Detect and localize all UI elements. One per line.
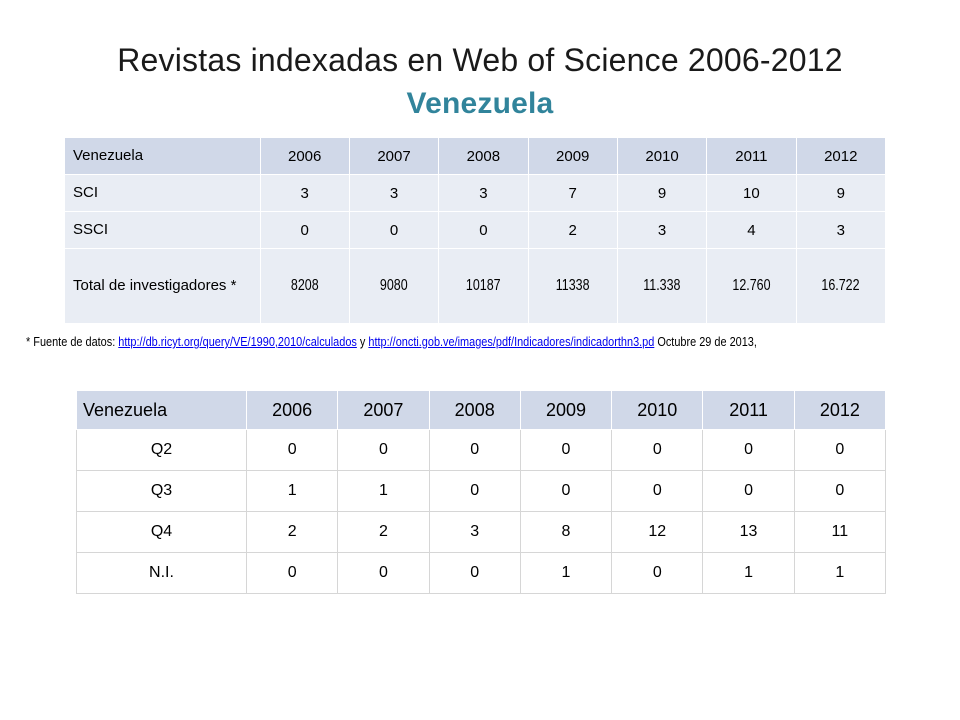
header-cell: 2007 bbox=[349, 138, 440, 175]
row-label: Q4 bbox=[76, 511, 247, 553]
table-cell: 8208 bbox=[260, 248, 350, 324]
row-label: SCI bbox=[65, 174, 261, 212]
table-cell: 10 bbox=[706, 174, 797, 212]
header-cell: 2007 bbox=[337, 390, 430, 430]
table-cell: 3 bbox=[428, 511, 521, 553]
header-cell: 2012 bbox=[796, 138, 887, 175]
table-row: Q3 1 1 0 0 0 0 0 bbox=[76, 470, 887, 512]
header-cell: 2010 bbox=[617, 138, 708, 175]
table-cell: 1 bbox=[245, 470, 339, 512]
table-cell: 2 bbox=[245, 511, 339, 553]
table-cell: 0 bbox=[793, 470, 887, 512]
table-cell: 7 bbox=[528, 174, 618, 212]
table-row: N.I. 0 0 0 1 0 1 1 bbox=[76, 552, 887, 594]
table-cell: 0 bbox=[349, 211, 440, 249]
table-cell: 0 bbox=[245, 429, 339, 471]
row-label: Q2 bbox=[76, 429, 247, 471]
table-row: Q4 2 2 3 8 12 13 11 bbox=[76, 511, 887, 553]
header-cell: 2008 bbox=[438, 138, 529, 175]
table-cell: 9 bbox=[617, 174, 708, 212]
indexed-journals-table: Venezuela 2006 2007 2008 2009 2010 2011 … bbox=[65, 138, 887, 324]
title-line: Revistas indexadas en Web of Science 200… bbox=[117, 42, 843, 78]
table-cell: 0 bbox=[519, 429, 613, 471]
table-cell: 12 bbox=[611, 511, 704, 553]
table-cell: 1 bbox=[702, 552, 795, 594]
row-label: N.I. bbox=[76, 552, 247, 594]
table-cell: 3 bbox=[617, 211, 708, 249]
table-cell: 11.338 bbox=[617, 248, 708, 324]
table-cell: 3 bbox=[796, 211, 887, 249]
header-cell: 2010 bbox=[611, 390, 704, 430]
table-cell: 11338 bbox=[528, 248, 618, 324]
table-cell: 0 bbox=[611, 552, 704, 594]
table-cell: 0 bbox=[245, 552, 339, 594]
table-cell: 10187 bbox=[438, 248, 529, 324]
footnote-conjunction: y bbox=[356, 334, 369, 349]
table-cell: 4 bbox=[706, 211, 797, 249]
table-cell: 0 bbox=[519, 470, 613, 512]
table-cell: 0 bbox=[337, 552, 430, 594]
table-header-row: Venezuela 2006 2007 2008 2009 2010 2011 … bbox=[76, 390, 887, 430]
table-row: SCI 3 3 3 7 9 10 9 bbox=[65, 174, 887, 212]
header-cell: Venezuela bbox=[76, 390, 247, 430]
footnote-prefix: * Fuente de datos: bbox=[26, 334, 119, 349]
table-cell: 3 bbox=[349, 174, 440, 212]
table-cell: 13 bbox=[702, 511, 795, 553]
table-cell: 0 bbox=[337, 429, 430, 471]
table-header-row: Venezuela 2006 2007 2008 2009 2010 2011 … bbox=[65, 138, 887, 175]
table-cell: 1 bbox=[337, 470, 430, 512]
quartile-table: Venezuela 2006 2007 2008 2009 2010 2011 … bbox=[76, 390, 887, 594]
table-cell: 0 bbox=[260, 211, 350, 249]
header-cell: Venezuela bbox=[65, 138, 261, 175]
table-cell: 0 bbox=[438, 211, 529, 249]
header-cell: 2009 bbox=[528, 138, 618, 175]
table-cell: 3 bbox=[260, 174, 350, 212]
table-cell: 3 bbox=[438, 174, 529, 212]
table-cell: 0 bbox=[428, 429, 521, 471]
oncti-link[interactable]: http://oncti.gob.ve/images/pdf/Indicador… bbox=[368, 334, 655, 349]
table-cell: 1 bbox=[519, 552, 613, 594]
table-cell: 0 bbox=[793, 429, 887, 471]
header-cell: 2011 bbox=[702, 390, 795, 430]
header-cell: 2012 bbox=[793, 390, 887, 430]
table-cell: 9080 bbox=[349, 248, 440, 324]
header-cell: 2011 bbox=[706, 138, 797, 175]
table-cell: 0 bbox=[611, 470, 704, 512]
table-cell: 0 bbox=[428, 470, 521, 512]
header-cell: 2008 bbox=[428, 390, 521, 430]
table-cell: 11 bbox=[793, 511, 887, 553]
table-cell: 0 bbox=[611, 429, 704, 471]
table-cell: 2 bbox=[337, 511, 430, 553]
table-cell: 0 bbox=[428, 552, 521, 594]
table-cell: 12.760 bbox=[706, 248, 797, 324]
table-cell: 16.722 bbox=[796, 248, 887, 324]
table-cell: 2 bbox=[528, 211, 618, 249]
table-row: SSCI 0 0 0 2 3 4 3 bbox=[65, 211, 887, 249]
header-cell: 2006 bbox=[260, 138, 350, 175]
ricyt-link[interactable]: http://db.ricyt.org/query/VE/1990,2010/c… bbox=[118, 334, 357, 349]
title-country: Venezuela bbox=[406, 87, 554, 120]
table-row: Total de investigadores * 8208 9080 1018… bbox=[65, 248, 887, 324]
table-row: Q2 0 0 0 0 0 0 0 bbox=[76, 429, 887, 471]
table-cell: 1 bbox=[793, 552, 887, 594]
table-cell: 0 bbox=[702, 470, 795, 512]
row-label: Q3 bbox=[76, 470, 247, 512]
table-cell: 8 bbox=[519, 511, 613, 553]
row-label: SSCI bbox=[65, 211, 261, 249]
slide-title: Revistas indexadas en Web of Science 200… bbox=[0, 38, 960, 126]
footnote-date: Octubre 29 de 2013, bbox=[654, 334, 757, 349]
table-cell: 9 bbox=[796, 174, 887, 212]
header-cell: 2009 bbox=[519, 390, 613, 430]
row-label: Total de investigadores * bbox=[65, 248, 261, 324]
source-footnote: * Fuente de datos: http://db.ricyt.org/q… bbox=[26, 334, 896, 349]
table-cell: 0 bbox=[702, 429, 795, 471]
header-cell: 2006 bbox=[245, 390, 339, 430]
